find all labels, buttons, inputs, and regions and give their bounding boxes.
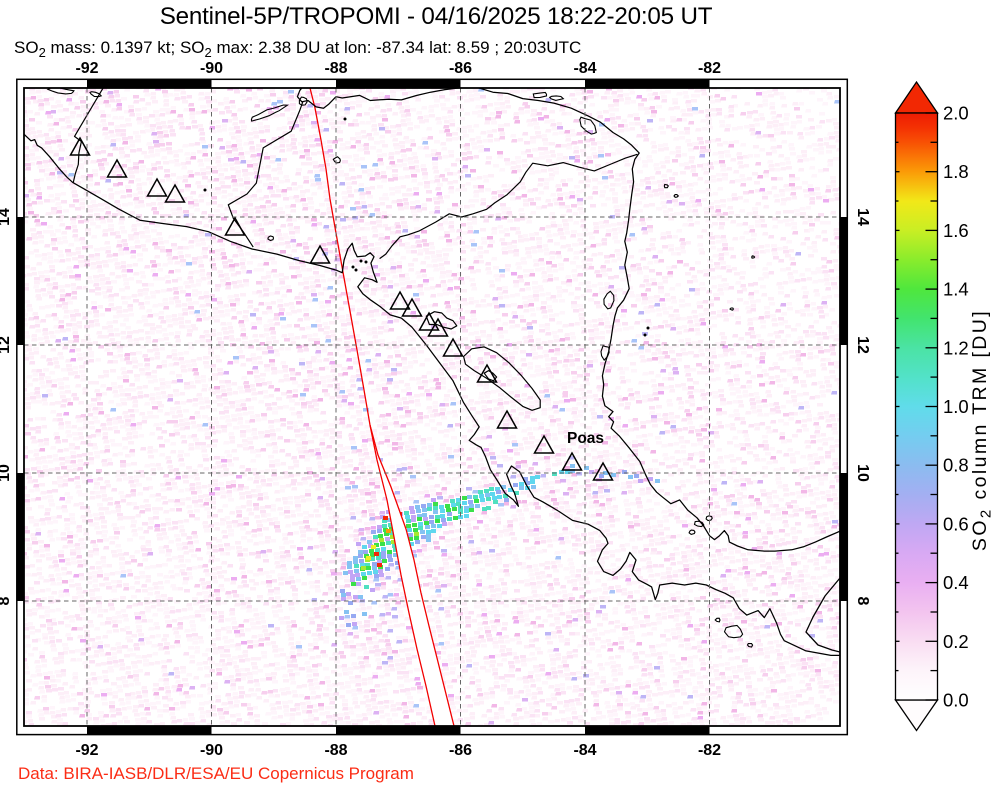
- svg-text:-92: -92: [75, 60, 98, 77]
- svg-text:Poas: Poas: [567, 430, 604, 447]
- svg-text:12: 12: [0, 336, 13, 354]
- svg-text:2.0: 2.0: [943, 103, 969, 124]
- svg-text:-84: -84: [573, 60, 596, 77]
- svg-text:8: 8: [0, 596, 13, 605]
- svg-text:1.2: 1.2: [943, 337, 969, 358]
- svg-text:-82: -82: [698, 60, 721, 77]
- svg-text:10: 10: [0, 464, 13, 482]
- svg-text:1.6: 1.6: [943, 220, 969, 241]
- svg-text:-92: -92: [75, 742, 98, 759]
- svg-text:0.4: 0.4: [943, 572, 969, 593]
- svg-text:1.0: 1.0: [943, 396, 969, 417]
- svg-text:-88: -88: [324, 742, 347, 759]
- svg-text:8: 8: [854, 597, 871, 606]
- svg-text:12: 12: [854, 336, 871, 354]
- svg-text:14: 14: [854, 208, 871, 226]
- svg-text:-82: -82: [698, 742, 721, 759]
- svg-text:SO2 mass: 0.1397 kt; SO2 max:: SO2 mass: 0.1397 kt; SO2 max: 2.38 DU at…: [14, 38, 581, 60]
- svg-text:0.2: 0.2: [943, 631, 969, 652]
- svg-text:-90: -90: [200, 60, 223, 77]
- svg-text:Sentinel-5P/TROPOMI - 04/16/20: Sentinel-5P/TROPOMI - 04/16/2025 18:22-2…: [160, 3, 713, 30]
- svg-text:10: 10: [854, 464, 871, 482]
- svg-text:0.8: 0.8: [943, 455, 969, 476]
- svg-text:Data: BIRA-IASB/DLR/ESA/EU Cop: Data: BIRA-IASB/DLR/ESA/EU Copernicus Pr…: [18, 764, 414, 783]
- svg-text:0.6: 0.6: [943, 513, 969, 534]
- svg-text:-88: -88: [324, 60, 347, 77]
- svg-text:-86: -86: [449, 742, 472, 759]
- svg-text:0.0: 0.0: [943, 690, 969, 711]
- svg-text:-90: -90: [200, 742, 223, 759]
- svg-text:-84: -84: [573, 742, 596, 759]
- svg-text:14: 14: [0, 208, 13, 226]
- svg-text:-86: -86: [449, 60, 472, 77]
- svg-text:1.4: 1.4: [943, 279, 969, 300]
- svg-text:1.8: 1.8: [943, 161, 969, 182]
